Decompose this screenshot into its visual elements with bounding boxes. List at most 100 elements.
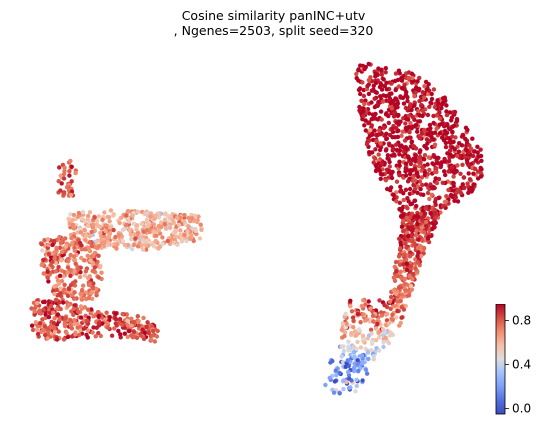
- scatter-point: [354, 330, 359, 335]
- scatter-point: [432, 104, 438, 110]
- scatter-point: [408, 238, 414, 243]
- scatter-point: [107, 315, 113, 320]
- scatter-point: [96, 310, 101, 315]
- scatter-point: [362, 101, 367, 107]
- scatter-point: [50, 242, 55, 248]
- scatter-point: [432, 169, 438, 175]
- scatter-point: [135, 223, 140, 228]
- scatter-point: [406, 293, 412, 298]
- scatter-point: [391, 304, 396, 309]
- scatter-point: [450, 124, 455, 129]
- scatter-point: [417, 150, 422, 155]
- scatter-point: [193, 228, 199, 234]
- scatter-point: [406, 225, 411, 230]
- scatter-point: [148, 214, 153, 219]
- scatter-point: [401, 262, 406, 267]
- scatter-point: [54, 306, 60, 311]
- scatter-point: [384, 87, 390, 92]
- scatter-point: [29, 323, 35, 328]
- scatter-point: [399, 275, 404, 281]
- scatter-point: [374, 139, 379, 144]
- scatter-point: [129, 323, 134, 328]
- scatter-point: [458, 190, 464, 196]
- scatter-point: [89, 229, 94, 234]
- scatter-point: [113, 321, 119, 326]
- scatter-point: [96, 214, 102, 219]
- scatter-point: [85, 328, 91, 333]
- scatter-point: [361, 106, 366, 111]
- scatter-point: [337, 370, 342, 376]
- scatter-point: [399, 86, 405, 91]
- scatter-point: [142, 211, 147, 217]
- scatter-point: [365, 350, 371, 355]
- scatter-point: [155, 328, 160, 334]
- scatter-point: [439, 121, 445, 127]
- scatter-point: [412, 241, 417, 246]
- scatter-point: [408, 264, 414, 269]
- scatter-point: [113, 234, 118, 240]
- scatter-point: [416, 250, 421, 255]
- scatter-point: [351, 368, 357, 374]
- scatter-point: [339, 344, 344, 349]
- scatter-point: [387, 164, 392, 169]
- scatter-point: [70, 240, 75, 246]
- scatter-point: [394, 120, 399, 125]
- scatter-point: [78, 304, 84, 309]
- scatter-point: [43, 312, 48, 317]
- scatter-point: [437, 110, 442, 115]
- scatter-point: [397, 163, 402, 168]
- scatter-point: [52, 316, 57, 321]
- scatter-point: [102, 210, 107, 215]
- scatter-point: [99, 270, 104, 275]
- scatter-point: [371, 83, 376, 88]
- scatter-point: [369, 88, 375, 93]
- scatter-point: [360, 117, 365, 122]
- scatter-point: [46, 279, 51, 284]
- scatter-point: [407, 130, 412, 135]
- scatter-point: [51, 326, 57, 331]
- scatter-point: [61, 171, 67, 177]
- scatter-point: [32, 309, 37, 314]
- scatter-point: [427, 167, 432, 173]
- scatter-point: [62, 236, 68, 241]
- scatter-point: [420, 90, 425, 95]
- scatter-point: [388, 330, 393, 335]
- scatter-point: [188, 219, 193, 224]
- scatter-point: [424, 87, 429, 92]
- scatter-point: [415, 221, 420, 227]
- scatter-point: [182, 212, 187, 218]
- scatter-point: [376, 329, 382, 335]
- scatter-point: [98, 263, 103, 268]
- scatter-point: [433, 176, 438, 181]
- scatter-point: [365, 83, 370, 89]
- scatter-point: [79, 315, 84, 320]
- scatter-point: [333, 368, 338, 373]
- scatter-point: [366, 356, 371, 362]
- scatter-point: [389, 106, 395, 111]
- scatter-point: [422, 157, 427, 162]
- scatter-point: [375, 321, 380, 327]
- scatter-point: [370, 313, 376, 319]
- scatter-point: [100, 321, 105, 326]
- scatter-point: [90, 268, 95, 274]
- scatter-point: [425, 112, 431, 118]
- scatter-point: [116, 328, 121, 334]
- scatter-point: [348, 298, 353, 303]
- scatter-point: [37, 321, 43, 326]
- scatter-point: [382, 84, 387, 89]
- scatter-point: [410, 75, 415, 81]
- scatter-point: [478, 174, 484, 179]
- scatter-point: [444, 103, 449, 108]
- scatter-point: [403, 125, 409, 131]
- scatter-point: [128, 232, 134, 237]
- scatter-point: [416, 109, 421, 114]
- scatter-point: [393, 87, 398, 93]
- scatter-point: [366, 91, 372, 97]
- scatter-point: [129, 316, 134, 321]
- scatter-point: [460, 133, 466, 138]
- scatter-point: [138, 333, 143, 338]
- scatter-point: [109, 333, 115, 338]
- scatter-point: [339, 354, 344, 359]
- scatter-point: [355, 362, 360, 367]
- scatter-point: [68, 317, 73, 323]
